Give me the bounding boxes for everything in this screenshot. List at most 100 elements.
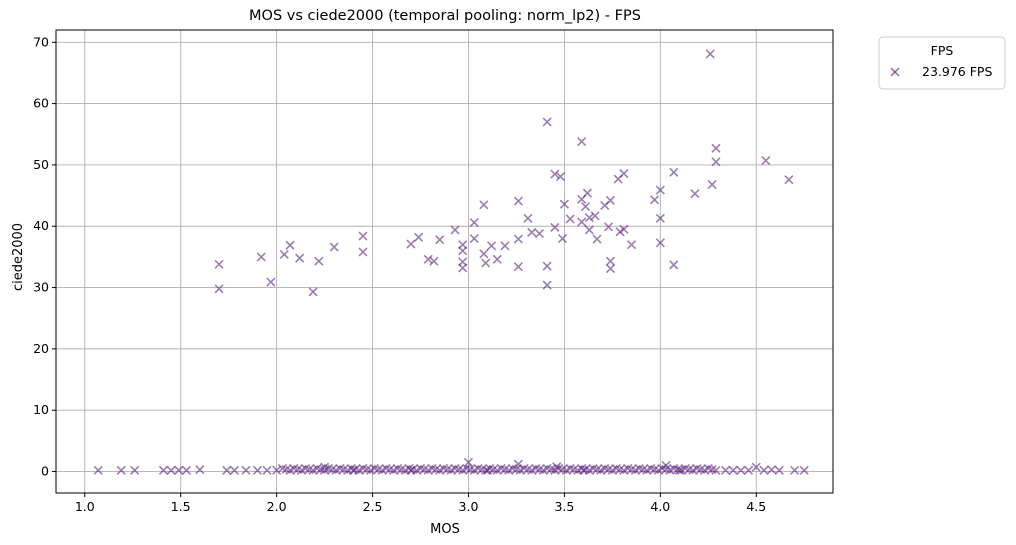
data-point (603, 222, 614, 232)
y-axis-ticks: 0 10 20 30 40 50 60 70 (33, 34, 56, 479)
y-tick-label: 40 (33, 218, 49, 233)
data-point (285, 240, 295, 250)
y-tick-label: 60 (33, 96, 49, 111)
data-point (534, 229, 545, 239)
data-point (174, 465, 184, 475)
data-point (469, 233, 479, 244)
data-point (469, 217, 479, 228)
y-tick-label: 0 (41, 464, 49, 479)
data-point (550, 222, 560, 233)
data-point (650, 195, 660, 205)
data-point (513, 196, 523, 206)
data-point (266, 277, 276, 287)
data-point (486, 241, 497, 251)
grid-lines (56, 30, 833, 493)
data-point (222, 465, 232, 475)
data-point (761, 156, 771, 166)
data-point (513, 262, 523, 272)
data-point (492, 254, 502, 264)
data-point (450, 225, 460, 235)
data-point (669, 260, 679, 270)
y-tick-label: 50 (33, 157, 49, 172)
data-point (711, 157, 721, 167)
data-point (308, 287, 318, 297)
data-point (626, 240, 637, 250)
data-point (655, 238, 665, 248)
x-tick-label: 1.5 (171, 499, 191, 514)
data-point (542, 117, 552, 127)
data-point (690, 189, 700, 199)
data-point (705, 49, 715, 59)
data-point (272, 465, 282, 475)
data-point (93, 465, 103, 475)
data-point (523, 213, 533, 223)
data-point (744, 465, 754, 475)
data-point (707, 179, 717, 190)
data-point (406, 239, 416, 249)
data-point (580, 202, 591, 212)
data-point (435, 235, 445, 245)
y-tick-label: 70 (33, 34, 49, 49)
data-point (711, 465, 721, 475)
data-point (605, 195, 616, 206)
legend-title: FPS (931, 43, 954, 58)
y-axis-label: ciede2000 (11, 223, 26, 291)
data-point (550, 169, 560, 179)
data-point (479, 249, 489, 259)
data-point (751, 462, 761, 472)
x-tick-label: 1.0 (75, 499, 95, 514)
data-point (481, 258, 491, 268)
data-point (605, 263, 616, 274)
data-point (619, 224, 629, 234)
data-point (799, 465, 809, 475)
x-axis-label: MOS (430, 522, 460, 537)
data-point (527, 227, 537, 237)
data-point (655, 213, 665, 223)
data-point (556, 172, 566, 182)
data-point (423, 254, 433, 264)
data-point (513, 234, 523, 244)
data-point (584, 225, 594, 235)
data-point (358, 231, 368, 241)
data-point (166, 465, 176, 475)
data-point (229, 465, 239, 475)
data-point (500, 241, 510, 251)
data-point (458, 263, 468, 273)
data-point (262, 465, 272, 475)
data-point (605, 256, 616, 266)
legend-box (878, 36, 1006, 90)
data-point (513, 459, 523, 469)
data-point (557, 233, 568, 244)
data-point (759, 465, 769, 475)
data-point (582, 188, 592, 198)
data-point (429, 256, 439, 266)
data-point (590, 211, 600, 221)
x-axis-ticks: 1.0 1.5 2.0 2.5 3.0 3.5 4.0 4.5 (75, 493, 766, 514)
data-point (458, 246, 468, 256)
data-point (256, 252, 266, 262)
data-point (767, 465, 777, 475)
data-point (181, 465, 192, 475)
data-point (195, 465, 205, 475)
data-point (669, 167, 679, 177)
data-point (592, 234, 602, 244)
data-point (214, 259, 224, 269)
x-tick-label: 2.0 (267, 499, 287, 514)
legend-entry-label: 23.976 FPS (922, 64, 992, 79)
data-point (577, 217, 587, 227)
x-tick-label: 3.5 (554, 499, 574, 514)
data-point (720, 465, 731, 475)
data-point (584, 213, 594, 223)
x-tick-label: 3.0 (459, 499, 479, 514)
legend-marker (890, 67, 900, 77)
data-point (784, 175, 794, 185)
data-point (463, 457, 474, 467)
x-tick-label: 4.5 (746, 499, 766, 514)
data-point (329, 242, 339, 252)
data-point (736, 465, 746, 475)
y-tick-label: 20 (33, 341, 49, 356)
data-point (314, 256, 324, 266)
data-point (241, 465, 251, 475)
data-point (214, 284, 224, 294)
